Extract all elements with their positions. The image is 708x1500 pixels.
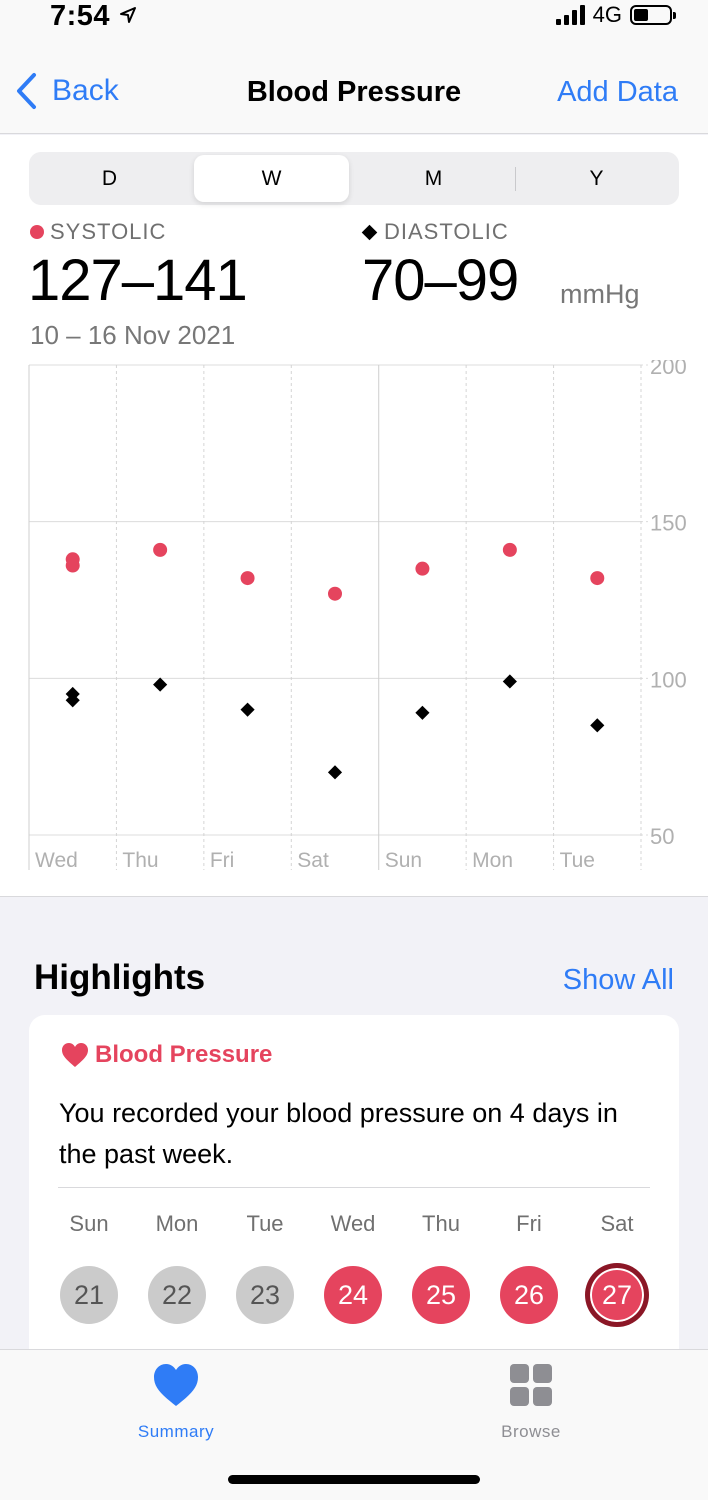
location-arrow-icon	[119, 7, 136, 23]
diastolic-point	[240, 702, 255, 717]
battery-icon	[630, 5, 676, 25]
diastolic-legend: DIASTOLIC	[361, 219, 509, 245]
y-tick-label: 150	[650, 511, 687, 536]
systolic-point	[65, 552, 80, 567]
show-all-link[interactable]: Show All	[562, 964, 674, 996]
x-tick-label: Sat	[297, 849, 329, 872]
y-tick-label: 50	[650, 824, 674, 849]
y-tick-label: 200	[650, 360, 687, 379]
weekday-label: Sat	[600, 1211, 634, 1236]
highlight-card[interactable]: Blood Pressure You recorded your blood p…	[29, 1015, 679, 1375]
diastolic-label: DIASTOLIC	[384, 219, 509, 244]
recorded-day-circle: 26	[500, 1266, 558, 1324]
unrecorded-day-circle: 21	[60, 1266, 118, 1324]
segment-month[interactable]: M	[424, 166, 443, 190]
x-tick-label: Mon	[472, 849, 513, 872]
systolic-point	[590, 571, 605, 586]
status-bar: 7:54 4G	[0, 0, 708, 52]
weekday-label: Tue	[246, 1211, 284, 1236]
weekday-label: Sun	[69, 1211, 109, 1236]
recorded-day-circle: 27	[588, 1266, 646, 1324]
heart-icon	[154, 1364, 198, 1406]
recorded-day-circle: 24	[324, 1266, 382, 1324]
diastolic-point	[502, 674, 517, 689]
cellular-signal-icon	[555, 5, 585, 25]
highlights-heading: Highlights	[34, 958, 206, 997]
x-tick-label: Thu	[122, 849, 158, 872]
diastolic-point	[327, 765, 343, 780]
clock-text: 7:54	[50, 0, 111, 32]
navigation-bar: Back Blood Pressure Add Data	[0, 52, 708, 134]
systolic-dot-icon	[30, 225, 44, 239]
card-header: Blood Pressure	[61, 1041, 272, 1069]
blood-pressure-chart[interactable]: 200 150 100 50 Wed Thu Fri Sat Sun Mon Tue	[0, 360, 708, 880]
systolic-point	[415, 561, 430, 576]
unrecorded-day-circle: 23	[236, 1266, 294, 1324]
diastolic-point	[415, 705, 430, 720]
systolic-point	[328, 586, 342, 601]
back-label: Back	[52, 74, 119, 107]
grid-icon	[510, 1364, 552, 1406]
segment-day[interactable]: D	[101, 166, 118, 190]
x-tick-label: Tue	[560, 849, 595, 872]
tab-bar: Summary Browse	[0, 1349, 708, 1500]
unrecorded-day-circle: 22	[148, 1266, 206, 1324]
segment-year[interactable]: Y	[589, 166, 604, 190]
x-tick-label: Fri	[210, 849, 235, 872]
x-tick-label: Sun	[385, 849, 422, 872]
systolic-legend: SYSTOLIC	[30, 219, 166, 245]
segment-week[interactable]: W	[194, 155, 349, 202]
systolic-point	[502, 542, 517, 557]
add-data-button[interactable]: Add Data	[557, 76, 678, 108]
diastolic-range: 70–99	[362, 248, 519, 313]
weekday-label: Thu	[422, 1211, 460, 1236]
diastolic-point	[65, 686, 80, 702]
segment-divider	[515, 167, 516, 191]
diastolic-point	[153, 677, 168, 692]
systolic-point	[153, 542, 168, 557]
date-range: 10 – 16 Nov 2021	[30, 320, 236, 350]
time-range-segmented-control: D W M Y	[29, 152, 679, 205]
status-indicators: 4G	[555, 2, 676, 27]
tab-summary-label: Summary	[137, 1422, 215, 1441]
back-button[interactable]: Back	[14, 72, 119, 110]
systolic-range: 127–141	[28, 248, 248, 313]
tab-browse[interactable]: Browse	[451, 1362, 611, 1442]
home-indicator	[228, 1475, 480, 1484]
tab-browse-label: Browse	[501, 1422, 561, 1441]
blood-pressure-panel: D W M Y SYSTOLIC DIASTOLIC 127–141 70–99…	[0, 135, 708, 897]
network-type: 4G	[592, 2, 622, 27]
weekday-label: Wed	[330, 1211, 376, 1236]
weekday-label: Fri	[516, 1211, 542, 1236]
weekday-label: Mon	[155, 1211, 199, 1236]
diastolic-diamond-icon	[361, 224, 378, 240]
card-title: Blood Pressure	[95, 1041, 273, 1068]
status-time: 7:54	[50, 0, 137, 33]
x-tick-label: Wed	[35, 849, 78, 872]
unit-label: mmHg	[560, 279, 640, 309]
card-divider	[58, 1187, 650, 1188]
tab-summary[interactable]: Summary	[96, 1362, 256, 1442]
systolic-label: SYSTOLIC	[50, 219, 167, 244]
systolic-point	[240, 571, 255, 586]
highlight-text: You recorded your blood pressure on 4 da…	[59, 1098, 618, 1169]
heart-icon	[62, 1043, 88, 1067]
recorded-day-circle: 25	[412, 1266, 470, 1324]
y-tick-label: 100	[650, 667, 687, 692]
chevron-left-icon	[17, 73, 36, 109]
diastolic-point	[590, 718, 605, 733]
